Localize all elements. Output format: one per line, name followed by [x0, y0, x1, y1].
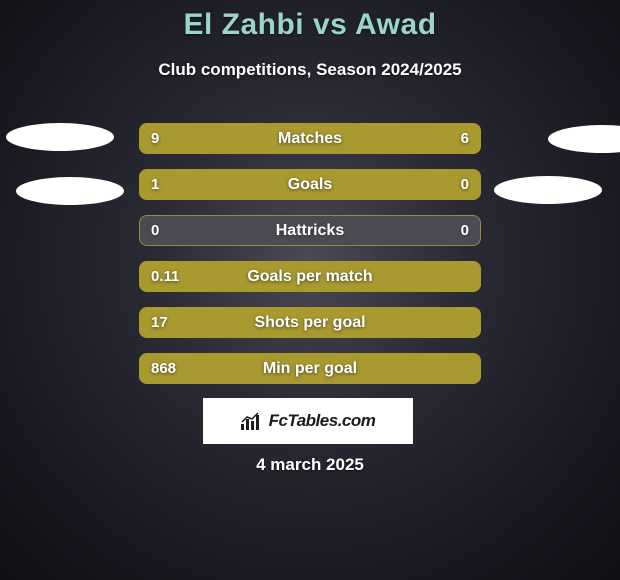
player-photo-left-2 [16, 177, 124, 205]
stat-label: Hattricks [139, 215, 481, 246]
source-badge: FcTables.com [203, 398, 413, 444]
stat-label: Matches [139, 123, 481, 154]
player-photo-left-1 [6, 123, 114, 151]
source-badge-text: FcTables.com [269, 411, 376, 431]
subtitle: Club competitions, Season 2024/2025 [0, 60, 620, 80]
stat-row: 17Shots per goal [139, 307, 481, 338]
stat-row: 0.11Goals per match [139, 261, 481, 292]
stat-row: 10Goals [139, 169, 481, 200]
comparison-bars: 96Matches 10Goals 00Hattricks 0.11Goals per… [139, 123, 481, 399]
stat-label: Goals per match [139, 261, 481, 292]
date-text: 4 march 2025 [0, 455, 620, 475]
player-photo-right-1 [548, 125, 620, 153]
fctables-icon [241, 412, 263, 430]
stat-row: 00Hattricks [139, 215, 481, 246]
stat-label: Shots per goal [139, 307, 481, 338]
stat-row: 868Min per goal [139, 353, 481, 384]
stat-label: Goals [139, 169, 481, 200]
player-photo-right-2 [494, 176, 602, 204]
stat-label: Min per goal [139, 353, 481, 384]
stat-row: 96Matches [139, 123, 481, 154]
page-title: El Zahbi vs Awad [0, 0, 620, 42]
